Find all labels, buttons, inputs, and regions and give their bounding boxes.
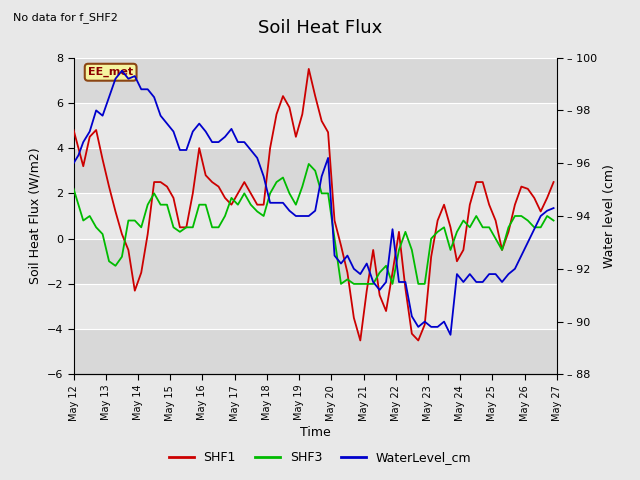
Text: Soil Heat Flux: Soil Heat Flux <box>258 19 382 37</box>
Bar <box>74 239 557 284</box>
Bar <box>74 103 557 148</box>
Text: No data for f_SHF2: No data for f_SHF2 <box>13 12 118 23</box>
Bar <box>74 148 557 193</box>
Text: EE_met: EE_met <box>88 67 133 77</box>
Legend: SHF1, SHF3, WaterLevel_cm: SHF1, SHF3, WaterLevel_cm <box>164 446 476 469</box>
Bar <box>74 193 557 239</box>
Bar <box>74 284 557 329</box>
Bar <box>74 329 557 374</box>
Y-axis label: Water level (cm): Water level (cm) <box>603 164 616 268</box>
Y-axis label: Soil Heat Flux (W/m2): Soil Heat Flux (W/m2) <box>28 148 41 284</box>
Bar <box>74 58 557 103</box>
X-axis label: Time: Time <box>300 426 331 439</box>
